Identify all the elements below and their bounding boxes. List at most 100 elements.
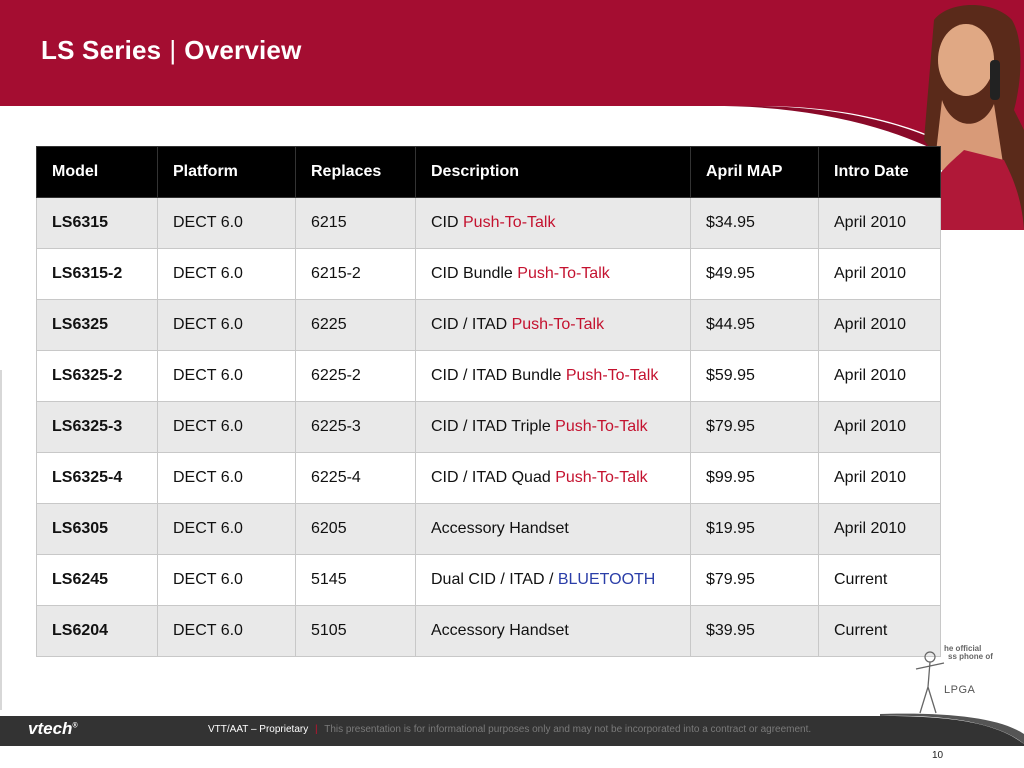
cell-platform: DECT 6.0 <box>157 554 296 606</box>
slide-subtitle: Overview <box>184 35 302 65</box>
cell-replaces: 6215 <box>295 197 416 249</box>
cell-model: LS6204 <box>36 605 158 657</box>
cell-replaces: 6225-2 <box>295 350 416 402</box>
cell-description: CID / ITAD Quad Push-To-Talk <box>415 452 691 504</box>
description-text: CID / ITAD <box>431 316 512 333</box>
cell-description: CID / ITAD Bundle Push-To-Talk <box>415 350 691 402</box>
description-text: Accessory Handset <box>431 520 569 537</box>
vtech-brand: vtech <box>28 719 73 738</box>
description-text: CID / ITAD Quad <box>431 469 556 486</box>
header-april-map: April MAP <box>690 146 819 198</box>
push-to-talk-label: Push-To-Talk <box>511 316 605 333</box>
cell-model: LS6315-2 <box>36 248 158 300</box>
sponsor-line-2: ss phone of <box>948 652 993 661</box>
golfer-icon <box>915 651 945 714</box>
cell-april-map: $19.95 <box>690 503 819 555</box>
cell-description: CID / ITAD Push-To-Talk <box>415 299 691 351</box>
cell-description: Accessory Handset <box>415 605 691 657</box>
description-text: CID <box>431 214 463 231</box>
cell-april-map: $79.95 <box>690 401 819 453</box>
cell-april-map: $49.95 <box>690 248 819 300</box>
slide-title-separator: | <box>169 35 177 65</box>
cell-intro-date: April 2010 <box>818 299 941 351</box>
table-row: LS6325-2 DECT 6.0 6225-2 CID / ITAD Bund… <box>36 350 941 402</box>
sponsor-line-1: he official <box>944 644 982 653</box>
cell-description: CID / ITAD Triple Push-To-Talk <box>415 401 691 453</box>
cell-intro-date: April 2010 <box>818 503 941 555</box>
cell-april-map: $59.95 <box>690 350 819 402</box>
table-row: LS6305 DECT 6.0 6205 Accessory Handset $… <box>36 503 941 555</box>
cell-description: CID Bundle Push-To-Talk <box>415 248 691 300</box>
header-intro-date: Intro Date <box>818 146 941 198</box>
push-to-talk-label: Push-To-Talk <box>463 214 556 231</box>
cell-april-map: $99.95 <box>690 452 819 504</box>
cell-intro-date: Current <box>818 605 941 657</box>
description-text: CID / ITAD Bundle <box>431 367 566 384</box>
cell-model: LS6305 <box>36 503 158 555</box>
bluetooth-label: BLUETOOTH <box>557 571 656 588</box>
footer-disclaimer: This presentation is for informational p… <box>324 724 812 735</box>
cell-intro-date: April 2010 <box>818 248 941 300</box>
cell-platform: DECT 6.0 <box>157 401 296 453</box>
woman-photo <box>914 5 1024 230</box>
cell-platform: DECT 6.0 <box>157 197 296 249</box>
footer-separator: | <box>315 724 318 735</box>
product-table: Model Platform Replaces Description Apri… <box>36 146 941 657</box>
cell-platform: DECT 6.0 <box>157 248 296 300</box>
cell-intro-date: Current <box>818 554 941 606</box>
push-to-talk-label: Push-To-Talk <box>555 418 648 435</box>
header-description: Description <box>415 146 691 198</box>
cell-intro-date: April 2010 <box>818 452 941 504</box>
table-row: LS6315 DECT 6.0 6215 CID Push-To-Talk $3… <box>36 197 941 249</box>
footer-text: VTT/AAT – Proprietary | This presentatio… <box>208 724 811 735</box>
push-to-talk-label: Push-To-Talk <box>565 367 659 384</box>
cell-description: Accessory Handset <box>415 503 691 555</box>
cell-intro-date: April 2010 <box>818 401 941 453</box>
vtech-logo: vtech® <box>28 719 78 739</box>
left-edge-line <box>0 370 2 710</box>
table-row: LS6325 DECT 6.0 6225 CID / ITAD Push-To-… <box>36 299 941 351</box>
cell-april-map: $39.95 <box>690 605 819 657</box>
footer-swoosh <box>0 713 1024 746</box>
cell-april-map: $79.95 <box>690 554 819 606</box>
description-text: Dual CID / ITAD / <box>431 571 558 588</box>
cell-model: LS6315 <box>36 197 158 249</box>
cell-model: LS6245 <box>36 554 158 606</box>
description-text: Accessory Handset <box>431 622 569 639</box>
table-row: LS6315-2 DECT 6.0 6215-2 CID Bundle Push… <box>36 248 941 300</box>
cell-april-map: $34.95 <box>690 197 819 249</box>
cell-replaces: 6215-2 <box>295 248 416 300</box>
table-row: LS6204 DECT 6.0 5105 Accessory Handset $… <box>36 605 941 657</box>
header-platform: Platform <box>157 146 296 198</box>
page-number: 10 <box>932 750 944 761</box>
cell-model: LS6325-3 <box>36 401 158 453</box>
cell-intro-date: April 2010 <box>818 350 941 402</box>
push-to-talk-label: Push-To-Talk <box>555 469 648 486</box>
registered-mark: ® <box>72 722 78 730</box>
description-text: CID / ITAD Triple <box>431 418 556 435</box>
cell-replaces: 5145 <box>295 554 416 606</box>
cell-replaces: 6225-4 <box>295 452 416 504</box>
push-to-talk-label: Push-To-Talk <box>517 265 610 282</box>
slide-title-main: LS Series <box>41 35 162 65</box>
proprietary-label: VTT/AAT – Proprietary <box>208 724 309 735</box>
cell-platform: DECT 6.0 <box>157 299 296 351</box>
lpga-logo: LPGA <box>944 684 976 696</box>
cell-april-map: $44.95 <box>690 299 819 351</box>
cell-platform: DECT 6.0 <box>157 452 296 504</box>
cell-platform: DECT 6.0 <box>157 605 296 657</box>
cell-model: LS6325-2 <box>36 350 158 402</box>
cell-model: LS6325 <box>36 299 158 351</box>
table-row: LS6245 DECT 6.0 5145 Dual CID / ITAD / B… <box>36 554 941 606</box>
cell-replaces: 5105 <box>295 605 416 657</box>
cell-platform: DECT 6.0 <box>157 350 296 402</box>
cell-platform: DECT 6.0 <box>157 503 296 555</box>
cell-description: CID Push-To-Talk <box>415 197 691 249</box>
table-row: LS6325-4 DECT 6.0 6225-4 CID / ITAD Quad… <box>36 452 941 504</box>
cell-replaces: 6225-3 <box>295 401 416 453</box>
cell-model: LS6325-4 <box>36 452 158 504</box>
cell-replaces: 6205 <box>295 503 416 555</box>
table-row: LS6325-3 DECT 6.0 6225-3 CID / ITAD Trip… <box>36 401 941 453</box>
slide-title: LS Series | Overview <box>41 35 302 66</box>
table-header-row: Model Platform Replaces Description Apri… <box>36 146 941 198</box>
